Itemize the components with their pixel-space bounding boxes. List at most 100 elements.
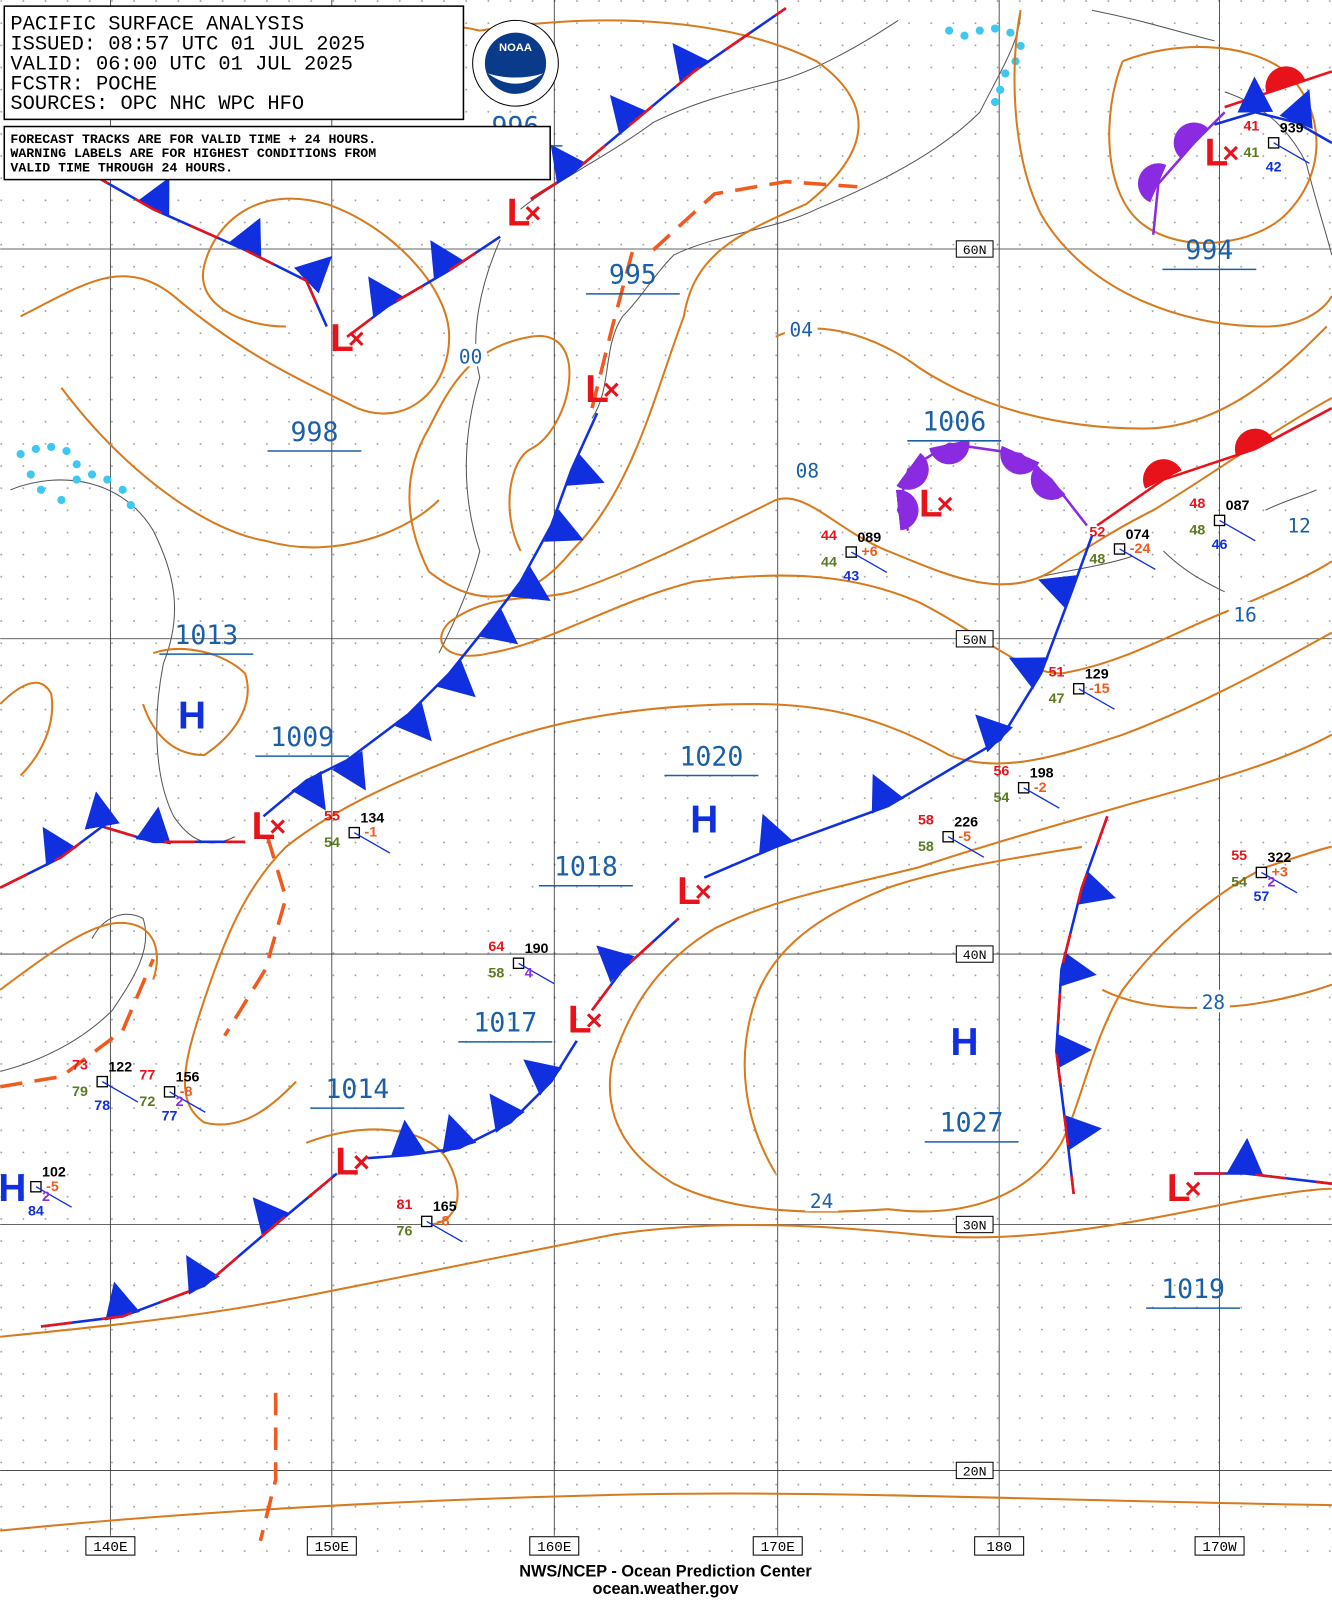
cold-front [367, 1040, 578, 1160]
station-dew: 47 [1049, 691, 1065, 707]
station-change: +6 [861, 544, 877, 560]
low-center: L [585, 368, 609, 411]
station-change: -8 [437, 1214, 450, 1230]
high-center: H [950, 1021, 978, 1064]
station-temp: 77 [139, 1068, 155, 1084]
occluded-front [1137, 111, 1226, 235]
station-temp: 41 [1243, 119, 1259, 135]
isobar-label: 12 [1287, 515, 1310, 538]
low-center: L [1205, 131, 1229, 174]
wind-barb [353, 832, 391, 854]
wind-barb [947, 836, 985, 858]
footer-line: NWS/NCEP - Ocean Prediction Center [519, 1563, 812, 1581]
stationary-front-warm [1194, 1172, 1332, 1185]
station-temp: 44 [821, 528, 837, 544]
low-center: L [568, 999, 592, 1042]
low-x [586, 1013, 602, 1028]
wind-barb [35, 1186, 72, 1208]
pressure-label: 1009 [270, 722, 334, 753]
low-center: L [919, 482, 943, 525]
station-dew: 41 [1243, 145, 1259, 161]
low-center: L [507, 192, 531, 235]
wind-barb [1261, 871, 1298, 894]
station-dew: 58 [918, 839, 934, 855]
lon-label: 170W [1202, 1540, 1237, 1556]
note-line: WARNING LABELS ARE FOR HIGHEST CONDITION… [10, 146, 376, 161]
station-change: +3 [1272, 865, 1288, 881]
pressure-label: 1020 [679, 741, 743, 772]
low-x [525, 206, 541, 221]
note-line: FORECAST TRACKS ARE FOR VALID TIME + 24 … [10, 132, 376, 147]
dot-grid [0, 0, 1332, 1562]
station-temp: 51 [1049, 665, 1065, 681]
pressure-label: 1027 [940, 1108, 1004, 1139]
low-center: L [677, 870, 701, 913]
station-wave: 43 [843, 569, 859, 585]
station-dew: 54 [993, 790, 1009, 806]
station-dew: 54 [324, 835, 340, 851]
station-pressure: 226 [954, 815, 978, 831]
pressure-label: 1006 [922, 407, 986, 438]
cold-front [703, 535, 1094, 879]
lat-label: 20N [963, 1465, 987, 1480]
isobar-label-bg [1228, 602, 1262, 625]
station-wave: 78 [94, 1098, 110, 1114]
wind-barb [426, 1220, 463, 1243]
lon-label-box [306, 1536, 357, 1556]
station-marker [942, 830, 954, 843]
station-change: -1 [364, 825, 377, 841]
stationary-front-warm [591, 917, 680, 1011]
station-pressure: 156 [176, 1070, 200, 1086]
low-center: L [252, 805, 276, 848]
station-vis: 2 [176, 1094, 184, 1110]
lat-label-box [955, 630, 994, 648]
isobar-label: 00 [459, 345, 482, 368]
header-line: PACIFIC SURFACE ANALYSIS [10, 14, 304, 37]
station-temp: 48 [1189, 496, 1205, 512]
station-dew: 58 [488, 966, 504, 982]
trough [258, 1392, 278, 1542]
station-temp: 56 [993, 764, 1009, 780]
station-temp: 55 [324, 808, 340, 824]
station-temp: 58 [918, 812, 934, 828]
wind-barb [101, 1081, 139, 1103]
station-wave: 46 [1212, 537, 1228, 553]
station-change: -2 [1034, 780, 1047, 796]
station-dew: 79 [72, 1084, 88, 1100]
station-change: -5 [958, 829, 971, 845]
trough [652, 179, 858, 252]
station-change: -5 [46, 1179, 59, 1195]
station-marker [163, 1086, 176, 1098]
wind-barb [1273, 142, 1310, 164]
isobar-label: 16 [1233, 603, 1256, 626]
station-temp: 52 [1089, 525, 1105, 541]
lat-label: 50N [963, 633, 987, 648]
cold-front [262, 412, 605, 818]
header-line: SOURCES: OPC NHC WPC HFO [10, 93, 304, 116]
logo-text: NOAA [499, 42, 532, 54]
station-marker [1213, 514, 1226, 527]
pressure-label: 1014 [325, 1074, 389, 1105]
lat-label: 60N [963, 243, 987, 258]
station-dew: 48 [1089, 551, 1105, 567]
lat-label: 40N [963, 948, 987, 963]
wind-barb [1023, 787, 1060, 809]
station-pressure: 322 [1268, 850, 1292, 866]
low-center: L [330, 317, 354, 360]
station-wave: 42 [1266, 159, 1282, 175]
isobar-label-bg [805, 1188, 838, 1212]
lat-label-box [955, 1461, 994, 1480]
isobar-label-bg [784, 317, 818, 340]
low-x [696, 884, 711, 900]
station-pressure: 165 [433, 1199, 457, 1215]
low-x [354, 1155, 369, 1170]
station-pressure: 122 [108, 1059, 132, 1075]
fronts [0, 7, 1332, 1542]
pressure-label: 1013 [174, 620, 238, 651]
coastlines [0, 9, 1332, 1072]
isobar-label: 08 [796, 460, 819, 483]
station-pressure: 089 [857, 530, 881, 546]
station-change: -15 [1089, 681, 1110, 697]
